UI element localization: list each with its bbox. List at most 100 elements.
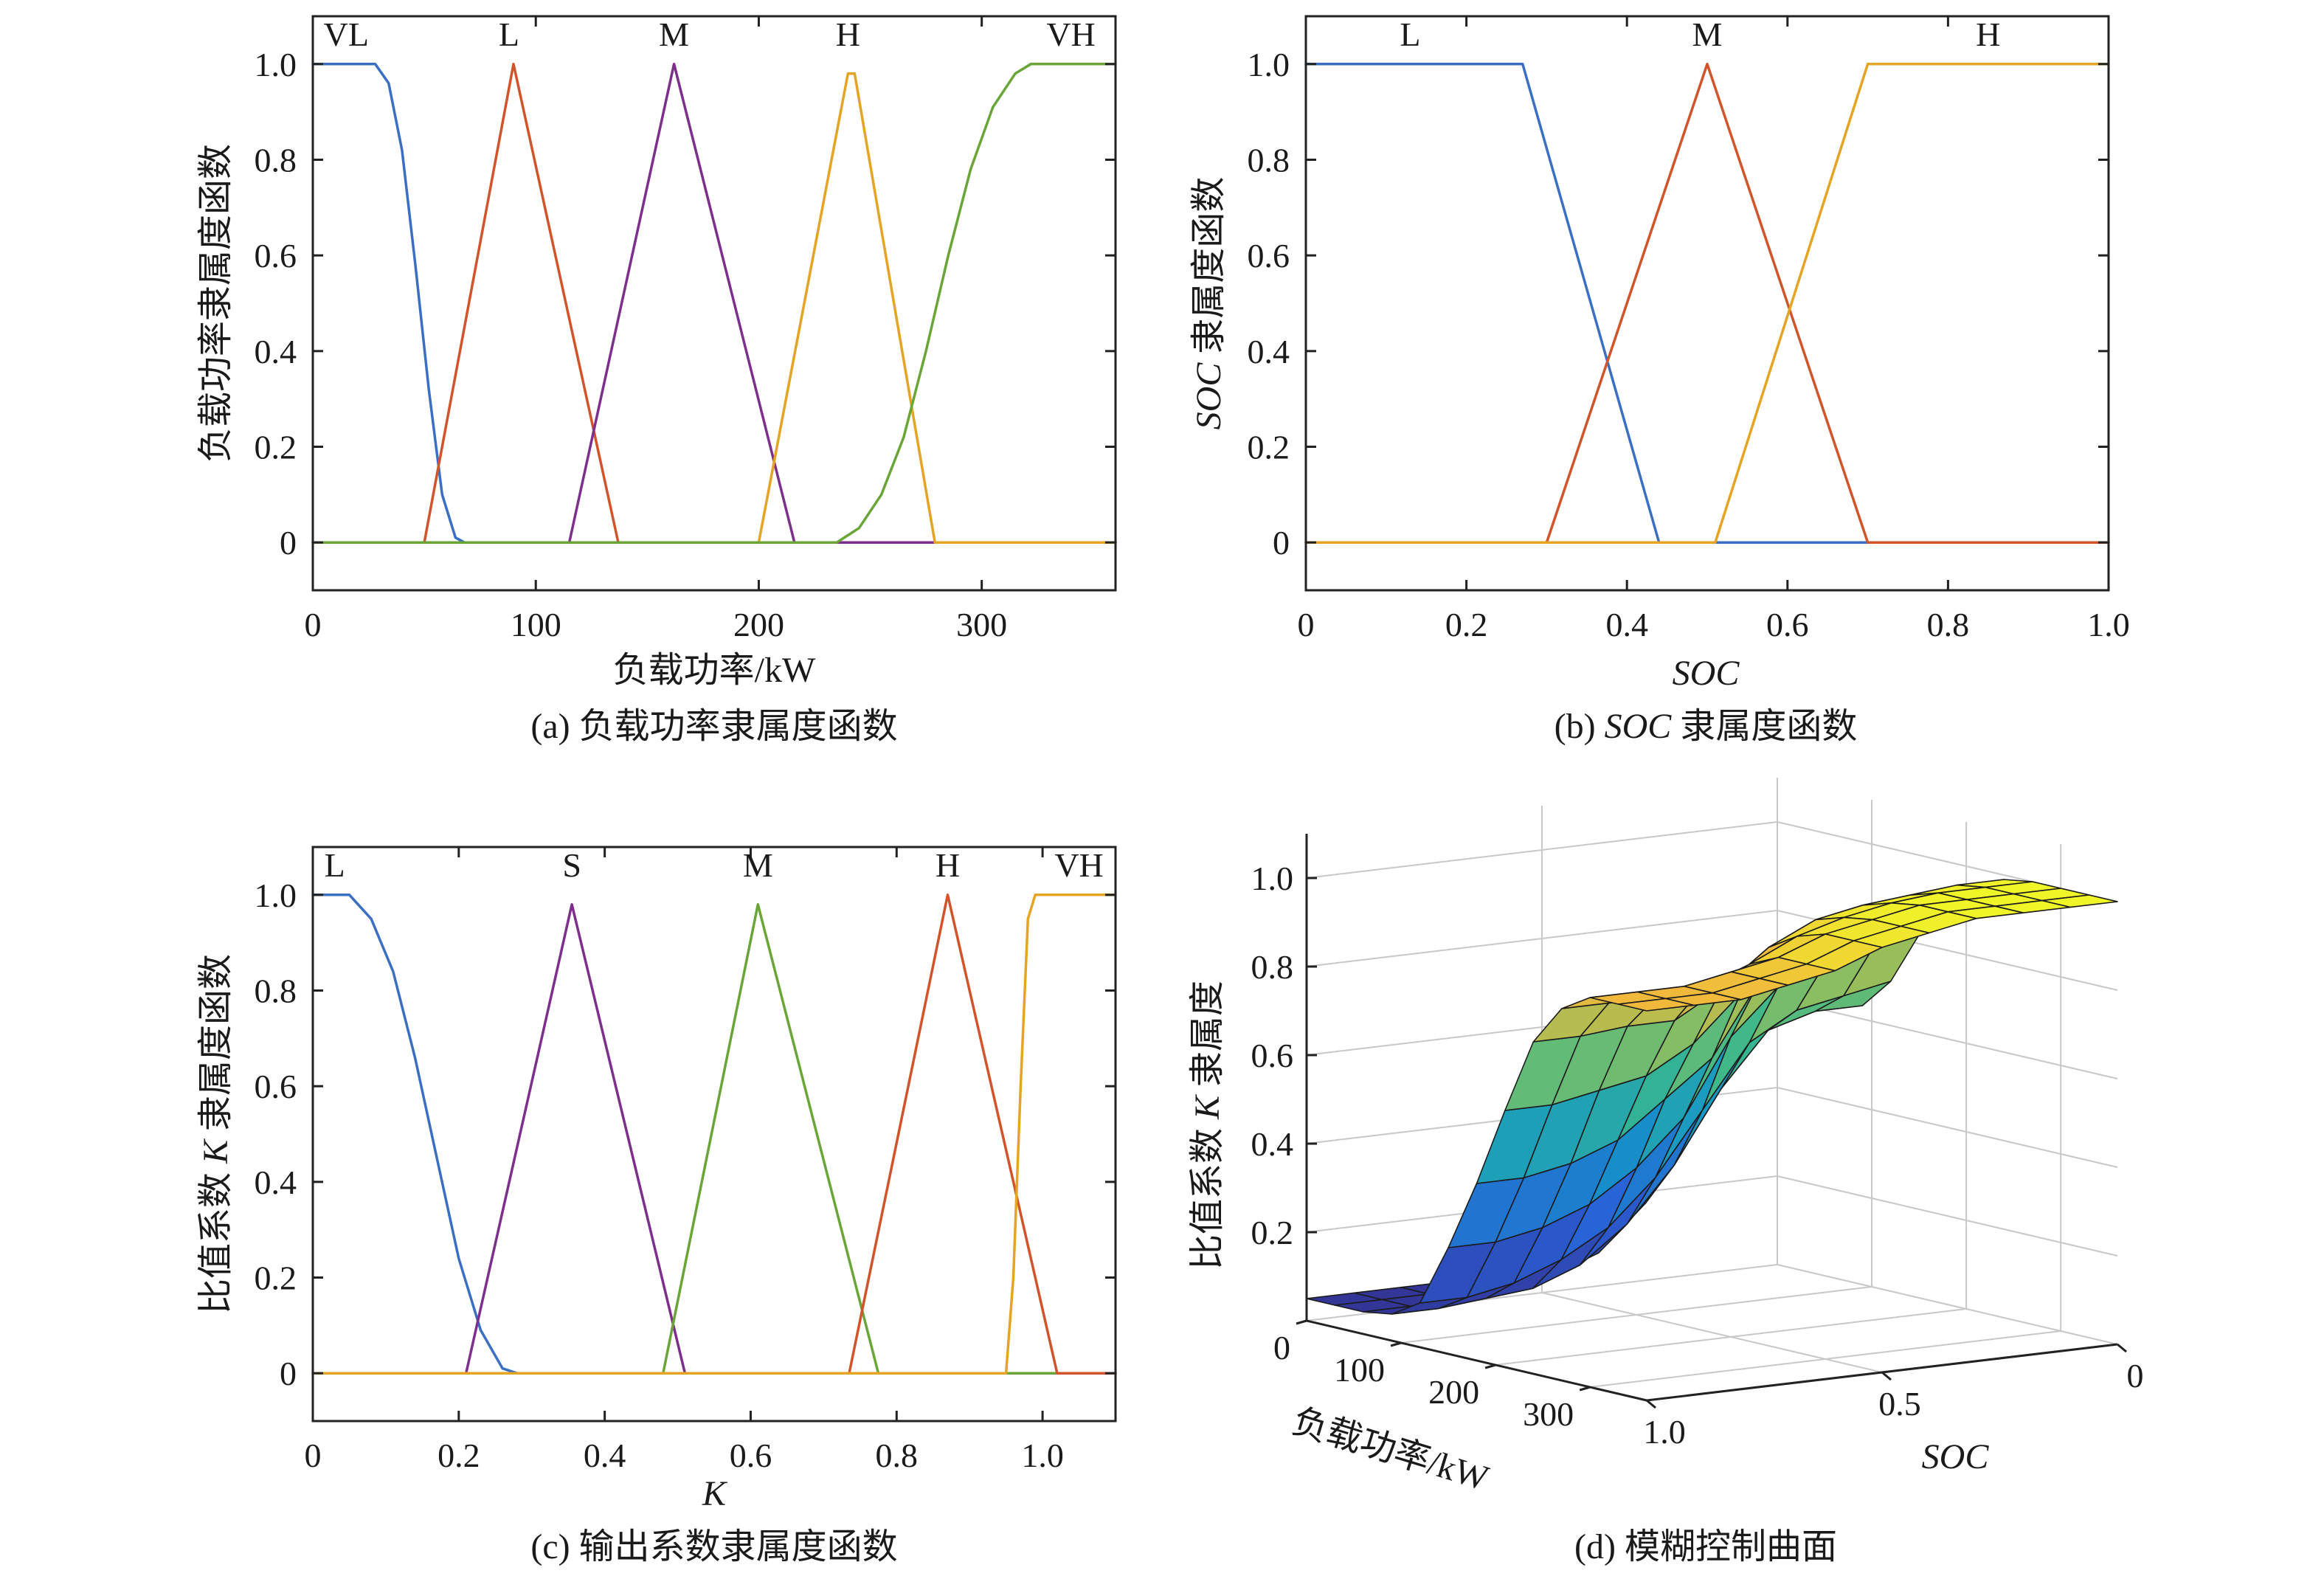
panel-b-xtick-label: 0.2 xyxy=(1445,606,1488,643)
panel-d-k-tick-label: 1.0 xyxy=(1251,860,1294,897)
panel-b-ytick-label: 0.8 xyxy=(1248,142,1290,179)
panel-b-label-m: M xyxy=(1692,15,1723,53)
panel-c-caption: (c) 输出系数隶属度函数 xyxy=(530,1527,897,1566)
panel-d-soc-tick xyxy=(1646,1399,1656,1409)
panel-c-label-l: L xyxy=(325,846,345,884)
panel-c-label-m: M xyxy=(743,846,773,884)
panel-d-k-tick-label: 0.8 xyxy=(1251,948,1294,986)
panel-a-label-vl: VL xyxy=(324,15,369,53)
panel-a-ytick-label: 1.0 xyxy=(255,46,297,83)
panel-d-axes: 0 100 200 300 0 0.5 1.0 0.2 0.4 0.6 0.8 1.0 xyxy=(1251,834,2144,1451)
panel-a-ytick-label: 0.6 xyxy=(255,237,297,274)
panel-d-zlabel-pre: 比值系数 xyxy=(1188,1119,1227,1270)
panel-c-xlabel: K xyxy=(702,1474,728,1513)
panel-d-soc-tick-label: 0 xyxy=(2127,1357,2144,1394)
panel-b-label-h: H xyxy=(1976,15,2000,53)
panel-a-ytick-label: 0.4 xyxy=(255,333,297,370)
panel-d-soc-tick xyxy=(1881,1371,1892,1381)
panel-b-caption-prefix: (b) xyxy=(1554,707,1605,746)
panel-b-ylabel-rest: 隶属度函数 xyxy=(1189,177,1228,363)
panel-a-ylabel: 负载功率隶属度函数 xyxy=(196,144,235,463)
panel-d-grid-z-back-right xyxy=(1777,1087,2118,1168)
panel-c-series-vh xyxy=(311,894,1117,1375)
panel-a-series-vl xyxy=(311,63,1117,544)
panel-d-load-tick xyxy=(1390,1341,1402,1347)
panel-c-ylabel: 比值系数 K 隶属度函数 xyxy=(196,954,235,1314)
panel-d-grid-soc-floor xyxy=(1541,1292,1883,1373)
panel-a-ytick-label: 0.2 xyxy=(255,429,297,466)
panel-d-k-tick-label: 0.4 xyxy=(1251,1125,1294,1163)
panel-b-ticks: 0 0.2 0.4 0.6 0.8 1.0 0 0.2 0.4 0.6 0.8 1.0 xyxy=(1248,16,2130,643)
panel-d-surface xyxy=(1306,879,2118,1315)
panel-b-ylabel: SOC 隶属度函数 xyxy=(1189,177,1228,430)
panel-a-series-vh xyxy=(311,63,1117,544)
panel-d-load-tick xyxy=(1484,1364,1496,1369)
panel-a-xtick-label: 200 xyxy=(733,606,784,643)
panel-a-xtick-label: 300 xyxy=(956,606,1007,643)
panel-a-ticks: 0 100 200 300 0 0.2 0.4 0.6 0.8 1.0 xyxy=(255,16,1116,643)
panel-c-series-labels: L S M H VH xyxy=(325,846,1104,884)
panel-b-ylabel-soc: SOC xyxy=(1189,362,1228,430)
panel-c-xtick-label: 0.6 xyxy=(730,1437,772,1474)
panel-b-ytick-label: 1.0 xyxy=(1248,46,1290,83)
panel-c-ytick-label: 0.4 xyxy=(255,1164,297,1201)
panel-b-label-l: L xyxy=(1400,15,1420,53)
panel-c-ticks: 0 0.2 0.4 0.6 0.8 1.0 0 0.2 0.4 0.6 0.8 1.0 xyxy=(255,847,1116,1474)
panel-a-xlabel: 负载功率/kW xyxy=(613,651,816,690)
panel-c-series-h xyxy=(311,894,1117,1375)
panel-d-grid-soc-floor xyxy=(1777,1264,2118,1345)
panel-d-soc-tick-label: 1.0 xyxy=(1643,1413,1686,1451)
panel-d-soc-tick-label: 0.5 xyxy=(1878,1385,1921,1423)
panel-a-series xyxy=(311,63,1117,544)
panel-a-xtick-label: 0 xyxy=(305,606,322,643)
panel-b-series-m xyxy=(1304,63,2110,544)
panel-c-label-s: S xyxy=(562,846,581,884)
panel-c-output-coefficient-membership: 0 0.2 0.4 0.6 0.8 1.000.20.40.60.81.0 L S M H VH … xyxy=(196,846,1117,1566)
panel-b-xtick-label: 0.8 xyxy=(1927,606,1970,643)
panel-d-xlabel: 负载功率/kW xyxy=(1287,1402,1493,1499)
panel-a-load-power-membership: 0 100 200 300 0 0.2 0.4 0.6 0.8 1.0 VL L M H VH 负载功率/… xyxy=(196,15,1117,746)
panel-c-label-h: H xyxy=(936,846,960,884)
panel-c-xtick-label: 0 xyxy=(305,1437,322,1474)
panel-c-series-l xyxy=(311,894,1117,1375)
panel-a-label-h: H xyxy=(836,15,860,53)
panel-d-k-tick-label: 0.6 xyxy=(1251,1037,1294,1074)
panel-c-plot-frame xyxy=(311,846,1117,1423)
panel-b-soc-membership: 0 0.2 0.4 0.6 0.8 1.0 0 0.2 0.4 0.6 0.8 1.0 L M H SOC… xyxy=(1189,15,2130,746)
panel-b-xtick-label: 0 xyxy=(1298,606,1315,643)
panel-d-load-tick-label: 300 xyxy=(1523,1395,1574,1433)
panel-b-series-h xyxy=(1304,63,2110,544)
panel-b-series xyxy=(1304,63,2110,544)
panel-b-ytick-label: 0 xyxy=(1273,524,1290,561)
panel-c-ytick-label: 0.8 xyxy=(255,972,297,1010)
panel-c-ytick-label: 0.6 xyxy=(255,1068,297,1105)
panel-d-load-tick xyxy=(1296,1319,1307,1325)
panel-a-plot-frame xyxy=(311,15,1117,592)
panel-c-ytick-label: 0.2 xyxy=(255,1259,297,1297)
panel-a-ytick-label: 0.8 xyxy=(255,142,297,179)
panel-b-xlabel: SOC xyxy=(1673,654,1740,693)
panel-d-load-tick xyxy=(1579,1386,1591,1392)
panel-a-series-labels: VL L M H VH xyxy=(324,15,1096,53)
panel-b-caption-suffix: 隶属度函数 xyxy=(1671,707,1857,746)
panel-c-xtick-label: 0.8 xyxy=(876,1437,919,1474)
panel-d-surface-patch xyxy=(1617,998,1695,1012)
panel-c-ylabel-pre: 比值系数 xyxy=(196,1164,235,1314)
panel-b-caption-soc: SOC xyxy=(1605,707,1673,746)
panel-c-label-vh: VH xyxy=(1054,846,1103,884)
panel-a-ytick-label: 0 xyxy=(280,524,297,561)
panel-a-series-l xyxy=(311,63,1117,544)
panel-a-label-vh: VH xyxy=(1046,15,1095,53)
panel-a-xtick-label: 100 xyxy=(511,606,561,643)
panel-d-soc-tick xyxy=(2117,1343,2127,1353)
panel-d-fuzzy-control-surface: 0 100 200 300 0 0.5 1.0 0.2 0.4 0.6 0.8 1.0 负载功率/kW… xyxy=(1188,778,2144,1566)
panel-b-caption: (b) SOC 隶属度函数 xyxy=(1554,707,1858,746)
panel-d-zlabel-rest: 隶属度 xyxy=(1188,981,1227,1096)
panel-d-zlabel-k: K xyxy=(1188,1093,1227,1120)
panel-c-ytick-label: 0 xyxy=(280,1355,297,1392)
panel-d-grid-z-back-right xyxy=(1777,998,2118,1079)
panel-b-xtick-label: 1.0 xyxy=(2087,606,2130,643)
panel-b-xtick-label: 0.4 xyxy=(1605,606,1648,643)
